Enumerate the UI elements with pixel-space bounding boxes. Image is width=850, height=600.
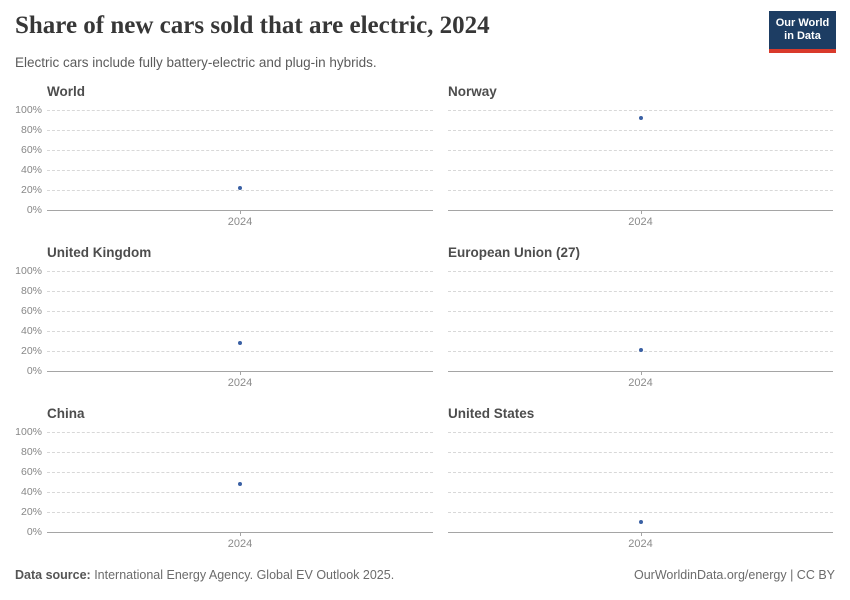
x-tick	[240, 211, 241, 214]
gridline	[47, 432, 433, 433]
panel-title-china: China	[47, 406, 85, 421]
y-tick-label: 0%	[26, 204, 42, 216]
x-tick-label: 2024	[227, 216, 253, 228]
y-tick-label: 0%	[26, 526, 42, 538]
x-axis-united-kingdom	[47, 371, 433, 372]
y-tick-label: 100%	[15, 265, 42, 277]
y-tick-label: 20%	[20, 345, 42, 357]
gridline	[448, 190, 833, 191]
gridline	[47, 291, 433, 292]
x-tick	[640, 211, 642, 214]
x-tick-label: 2024	[628, 538, 653, 550]
gridline	[47, 170, 433, 171]
gridline	[448, 150, 833, 151]
gridline	[448, 472, 833, 473]
gridline	[47, 271, 433, 272]
y-tick-label: 20%	[20, 184, 42, 196]
gridline	[448, 331, 833, 332]
gridline	[448, 291, 833, 292]
gridline	[448, 311, 833, 312]
gridline	[47, 452, 433, 453]
x-tick-label: 2024	[628, 377, 653, 389]
gridline	[47, 110, 433, 111]
y-tick-label: 100%	[15, 426, 42, 438]
chart-footer: Data source: International Energy Agency…	[15, 568, 835, 582]
data-source-text: Data source: International Energy Agency…	[15, 568, 394, 582]
y-tick-label: 0%	[26, 365, 42, 377]
x-axis-united-states	[448, 532, 833, 533]
data-point-norway	[638, 116, 643, 120]
x-tick	[640, 372, 642, 375]
y-tick-label: 60%	[20, 466, 42, 478]
gridline	[47, 472, 433, 473]
y-tick-label: 60%	[20, 144, 42, 156]
gridline	[47, 492, 433, 493]
data-point-china	[238, 482, 242, 486]
x-tick	[240, 533, 241, 536]
y-tick-label: 20%	[20, 506, 42, 518]
panel-title-united-kingdom: United Kingdom	[47, 245, 152, 260]
gridline	[47, 190, 433, 191]
panel-title-united-states: United States	[448, 406, 535, 421]
gridline	[448, 432, 833, 433]
chart-subtitle: Electric cars include fully battery-elec…	[15, 55, 377, 70]
chart-title: Share of new cars sold that are electric…	[15, 12, 490, 39]
logo-line-1: Our World	[775, 17, 830, 29]
y-tick-label: 40%	[20, 486, 42, 498]
gridline	[448, 110, 833, 111]
x-tick-label: 2024	[227, 377, 253, 389]
gridline	[448, 492, 833, 493]
y-tick-label: 80%	[20, 285, 42, 297]
y-tick-label: 60%	[20, 305, 42, 317]
gridline	[47, 331, 433, 332]
gridline	[448, 512, 833, 513]
data-point-world	[238, 186, 242, 190]
panel-title-norway: Norway	[448, 84, 497, 99]
x-tick	[240, 372, 241, 375]
y-tick-label: 40%	[20, 325, 42, 337]
panel-title-world: World	[47, 84, 85, 99]
x-tick-label: 2024	[227, 538, 253, 550]
owid-logo[interactable]: Our World in Data	[769, 11, 836, 53]
y-tick-label: 80%	[20, 446, 42, 458]
x-axis-european-union-27	[448, 371, 833, 372]
x-axis-china	[47, 532, 433, 533]
gridline	[47, 150, 433, 151]
gridline	[448, 130, 833, 131]
y-tick-label: 40%	[20, 164, 42, 176]
logo-line-2: in Data	[784, 30, 821, 42]
gridline	[47, 351, 433, 352]
x-axis-norway	[448, 210, 833, 211]
gridline	[448, 271, 833, 272]
data-source-value: International Energy Agency. Global EV O…	[90, 568, 395, 582]
y-tick-label: 80%	[20, 124, 42, 136]
panel-title-european-union-27: European Union (27)	[448, 245, 581, 260]
y-tick-label: 100%	[15, 104, 42, 116]
x-tick	[640, 533, 642, 536]
gridline	[47, 512, 433, 513]
data-point-united-states	[638, 520, 643, 524]
x-axis-world	[47, 210, 433, 211]
x-tick-label: 2024	[628, 216, 653, 228]
footer-link[interactable]: OurWorldinData.org/energy | CC BY	[633, 568, 835, 582]
gridline	[448, 452, 833, 453]
gridline	[47, 130, 433, 131]
data-point-united-kingdom	[238, 341, 242, 345]
gridline	[448, 170, 833, 171]
data-point-european-union-27	[638, 348, 643, 352]
gridline	[47, 311, 433, 312]
data-source-label: Data source:	[15, 568, 91, 582]
